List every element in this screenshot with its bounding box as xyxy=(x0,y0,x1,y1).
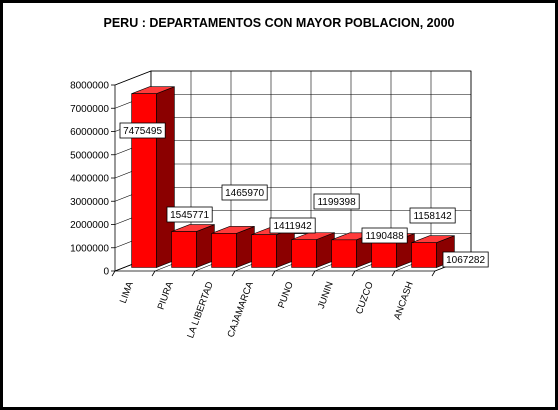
y-tick-label: 4000000 xyxy=(70,174,109,185)
y-tick-label: 7000000 xyxy=(70,104,109,115)
data-label: 7475495 xyxy=(123,126,162,137)
y-tick-label: 0 xyxy=(103,267,109,278)
category-label: LIMA xyxy=(118,280,136,305)
chart-plot: 0 1000000 2000000 3000000 4000000 5000000 6000… xyxy=(70,70,489,340)
data-label: 1190488 xyxy=(365,231,404,242)
bar-cajamarca xyxy=(251,227,295,268)
bar-la-libertad xyxy=(211,225,255,268)
data-label: 1067282 xyxy=(446,255,485,266)
bar-face xyxy=(411,242,437,268)
y-tick-label: 1000000 xyxy=(70,243,109,254)
chart-title: PERU : DEPARTAMENTOS CON MAYOR POBLACION… xyxy=(103,16,455,30)
y-tick-label: 6000000 xyxy=(70,127,109,138)
data-label: 1411942 xyxy=(273,221,312,232)
chart-frame: PERU : DEPARTAMENTOS CON MAYOR POBLACION… xyxy=(3,3,555,407)
data-label: 1158142 xyxy=(413,211,452,222)
x-tick xyxy=(431,270,436,277)
bar-face xyxy=(171,231,197,268)
data-label: 1545771 xyxy=(170,210,209,221)
data-label-box xyxy=(442,251,489,268)
bar-face xyxy=(371,240,397,268)
bar-face xyxy=(131,93,157,268)
bar-puno xyxy=(291,232,335,268)
data-label-box xyxy=(269,217,316,234)
bar-face xyxy=(251,234,277,268)
data-label-box xyxy=(313,193,360,210)
bar-face xyxy=(291,239,317,268)
x-tick xyxy=(151,270,156,277)
y-tick-label: 5000000 xyxy=(70,150,109,161)
data-label: 1465970 xyxy=(225,188,264,199)
category-label: JUNIN xyxy=(316,280,336,310)
category-label: LA LIBERTAD xyxy=(185,280,216,340)
bar-lima xyxy=(131,86,175,268)
data-label-box xyxy=(409,207,456,224)
x-tick xyxy=(231,270,236,277)
data-label-box xyxy=(119,122,166,139)
x-tick xyxy=(391,270,396,277)
x-tick xyxy=(111,270,116,277)
category-label: PUNO xyxy=(276,280,296,310)
x-tick xyxy=(351,270,356,277)
data-label-box xyxy=(361,227,408,244)
x-tick xyxy=(191,270,196,277)
category-label: CAJAMARCA xyxy=(225,280,256,339)
data-label-box xyxy=(166,206,213,223)
category-label: CUZCO xyxy=(354,280,376,316)
bar-ancash xyxy=(411,235,455,268)
bar-face xyxy=(211,233,237,268)
y-tick-label: 8000000 xyxy=(70,81,109,92)
x-tick xyxy=(311,270,316,277)
data-label-box xyxy=(221,184,268,201)
bar-piura xyxy=(171,224,215,268)
y-tick-label: 3000000 xyxy=(70,197,109,208)
category-label: ANCASH xyxy=(392,280,416,321)
data-label: 1199398 xyxy=(317,197,356,208)
x-tick xyxy=(271,270,276,277)
y-tick-label: 2000000 xyxy=(70,220,109,231)
bar-face xyxy=(331,239,357,268)
category-label: PIURA xyxy=(156,280,176,312)
